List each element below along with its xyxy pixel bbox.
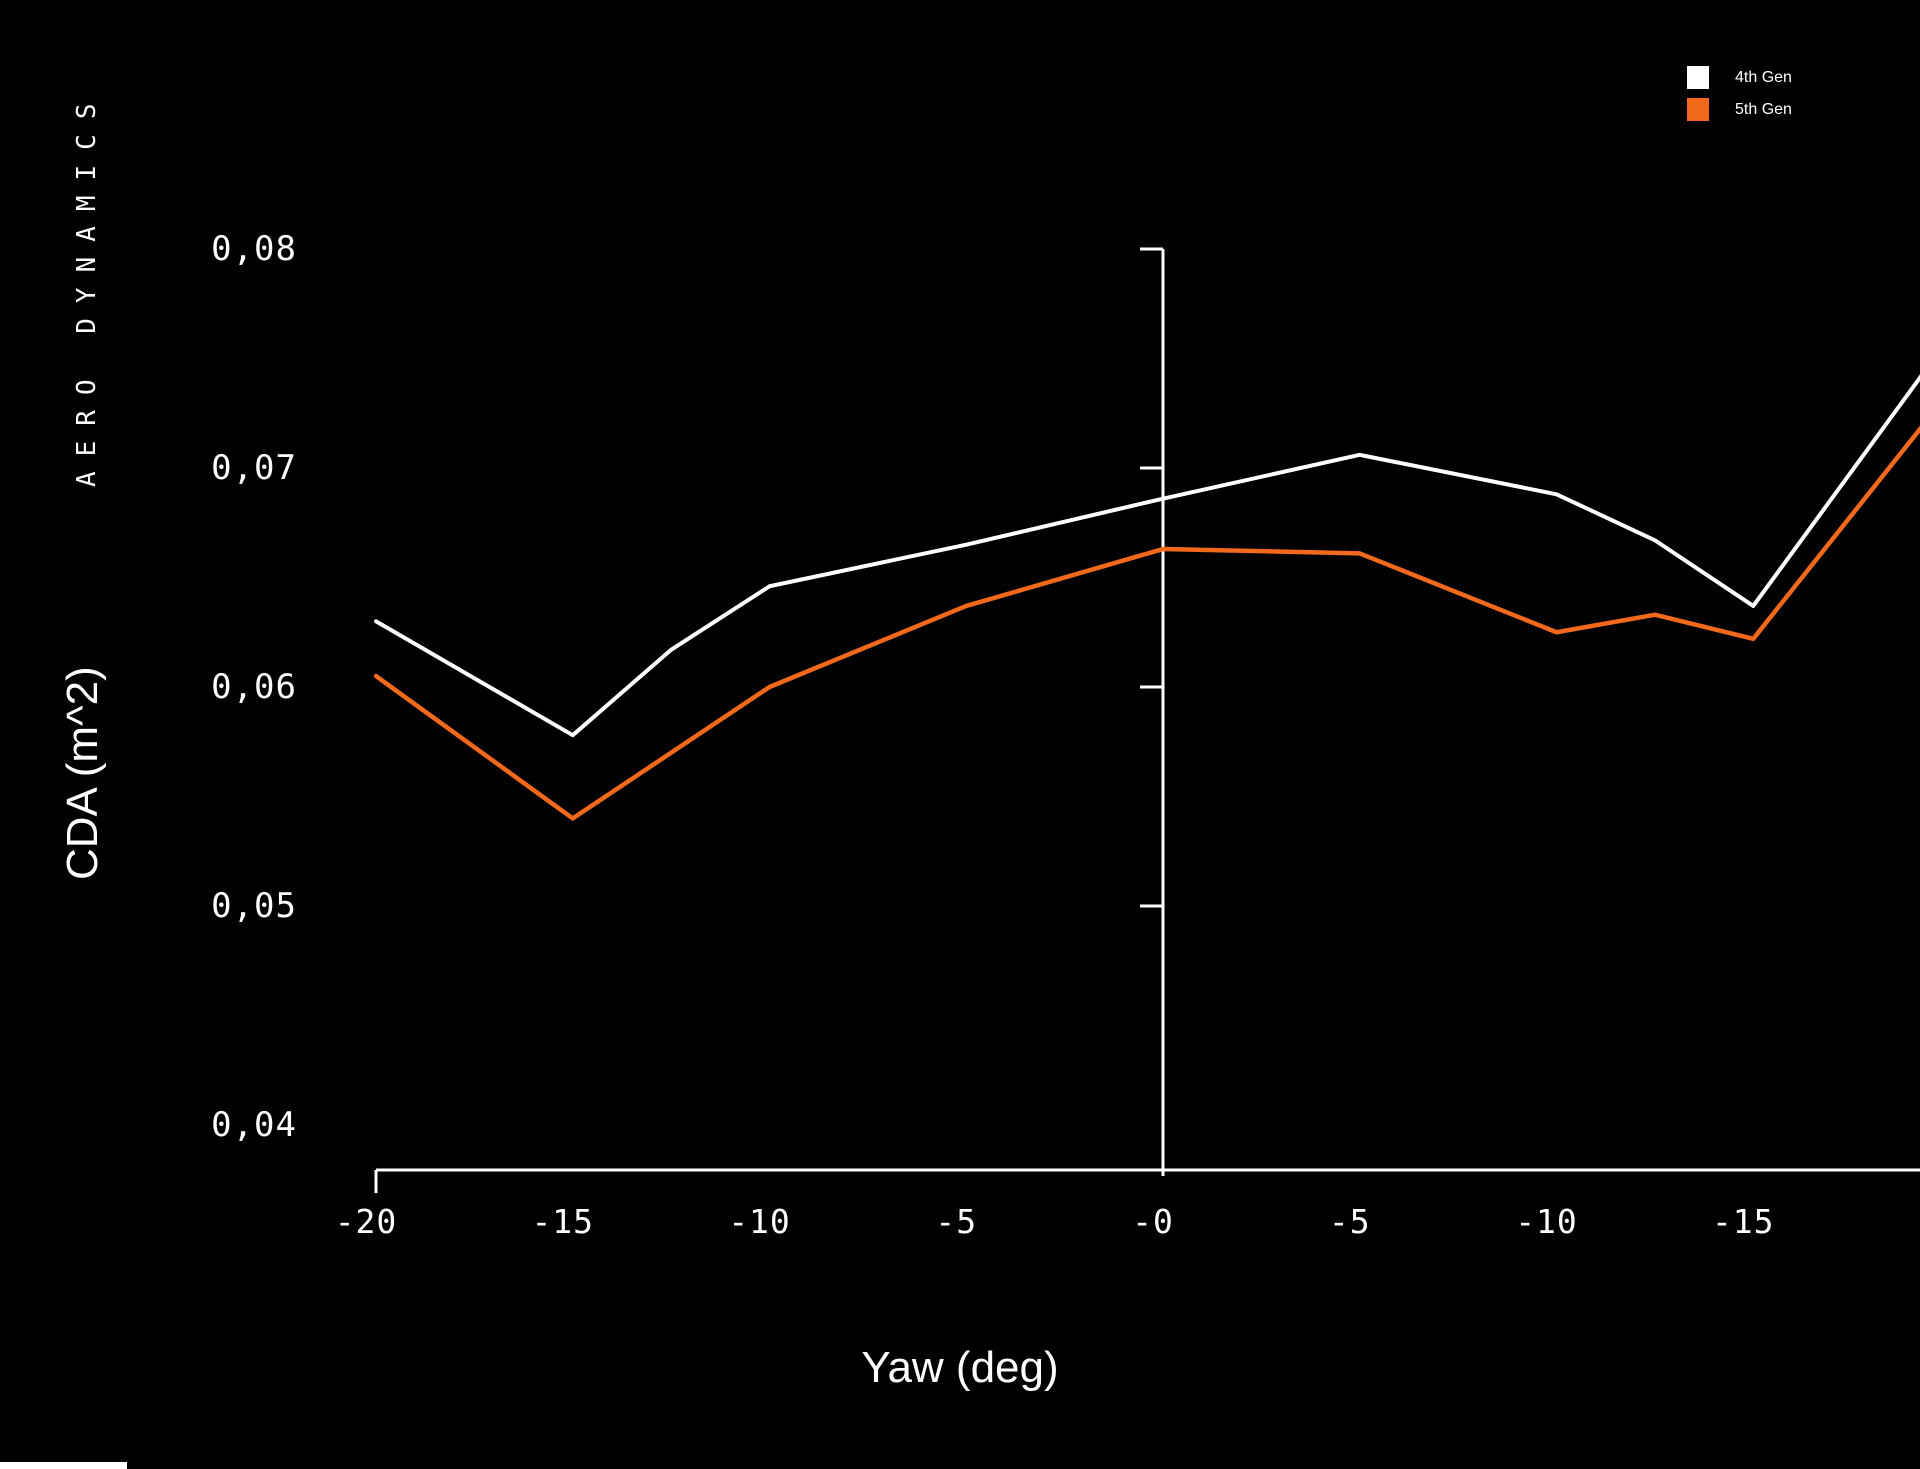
x-tick-label: -15 <box>531 1202 595 1241</box>
y-tick-label: 0,04 <box>211 1105 297 1145</box>
x-tick-label: -10 <box>728 1202 791 1241</box>
x-tick-label: -0 <box>1132 1202 1174 1241</box>
y-tick-label: 0,06 <box>211 667 297 707</box>
series-line-4th-gen <box>374 374 1920 738</box>
x-tick-label: -10 <box>1515 1202 1578 1241</box>
x-tick-label: -15 <box>1711 1202 1775 1241</box>
x-axis-title: Yaw (deg) <box>861 1343 1059 1392</box>
legend-item: 5th Gen <box>1687 98 1792 121</box>
y-tick-label: 0,05 <box>211 886 297 926</box>
x-tick-label: -20 <box>334 1202 398 1241</box>
x-tick-label: -5 <box>935 1202 978 1241</box>
y-tick-label: 0,08 <box>211 229 297 269</box>
legend-swatch <box>1687 98 1709 121</box>
series-line-5th-gen <box>373 425 1920 821</box>
y-tick-label: 0,07 <box>211 448 297 488</box>
legend-label: 4th Gen <box>1735 69 1792 86</box>
legend-item: 4th Gen <box>1687 66 1792 89</box>
legend-label: 5th Gen <box>1735 101 1792 118</box>
legend: 4th Gen 5th Gen <box>1687 66 1792 121</box>
bottom-edge-artifact <box>0 1462 127 1469</box>
x-tick-label: -5 <box>1328 1202 1371 1241</box>
legend-swatch <box>1687 66 1709 89</box>
